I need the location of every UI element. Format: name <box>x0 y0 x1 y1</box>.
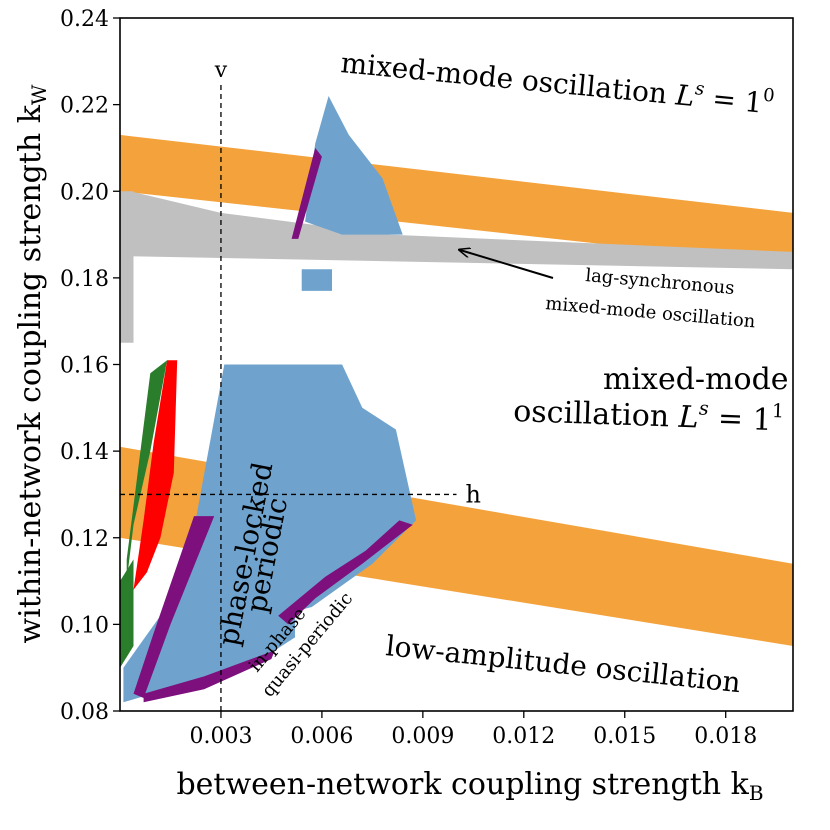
region-gray-3 <box>120 191 134 343</box>
region-blue-5 <box>305 96 403 235</box>
y-tick-label: 0.08 <box>60 700 109 725</box>
x-tick-label: 0.003 <box>189 724 252 749</box>
region-orange-0 <box>120 134 793 265</box>
x-axis-label: between-network coupling strength kB <box>176 767 763 805</box>
region-purple-12 <box>278 520 413 625</box>
reference-line-label-h: h <box>466 480 481 508</box>
x-tick-label: 0.015 <box>593 724 656 749</box>
x-tick-label: 0.012 <box>492 724 555 749</box>
y-tick-label: 0.22 <box>60 94 109 119</box>
x-tick-label: 0.018 <box>694 724 757 749</box>
reference-lines: vh <box>120 58 481 711</box>
region-purple-13 <box>291 147 322 239</box>
y-axis-ticks: 0.08 0.10 0.12 0.14 0.16 0.18 0.20 0.22 0.24 <box>60 7 120 725</box>
region-green-8 <box>126 360 168 582</box>
x-tick-label: 0.006 <box>290 724 353 749</box>
y-tick-label: 0.18 <box>60 267 109 292</box>
y-tick-label: 0.20 <box>60 180 109 205</box>
region-purple-11 <box>143 650 275 703</box>
y-tick-label: 0.16 <box>60 354 109 379</box>
annotation-mixed-mode: mixed-mode <box>603 362 789 397</box>
x-tick-label: 0.009 <box>391 724 454 749</box>
annotation-arrow <box>460 250 554 279</box>
y-tick-label: 0.24 <box>60 7 109 32</box>
region-purple-10 <box>133 516 215 698</box>
y-axis-label: within-network coupling strength kW <box>13 84 51 643</box>
region-gray-2 <box>130 191 793 270</box>
annotation-oscillation-l1: oscillation Ls = 11 <box>513 391 785 438</box>
region-red-7 <box>133 360 178 590</box>
region-blue-4 <box>123 364 417 703</box>
region-green-9 <box>120 559 134 668</box>
phase-regions <box>120 96 793 703</box>
reference-line-label-v: v <box>214 58 228 83</box>
region-blue-6 <box>301 269 332 291</box>
y-tick-label: 0.10 <box>60 613 109 638</box>
y-tick-label: 0.14 <box>60 440 109 465</box>
y-tick-label: 0.12 <box>60 527 109 552</box>
x-axis-ticks: 0.003 0.006 0.009 0.012 0.015 0.018 <box>189 711 757 749</box>
